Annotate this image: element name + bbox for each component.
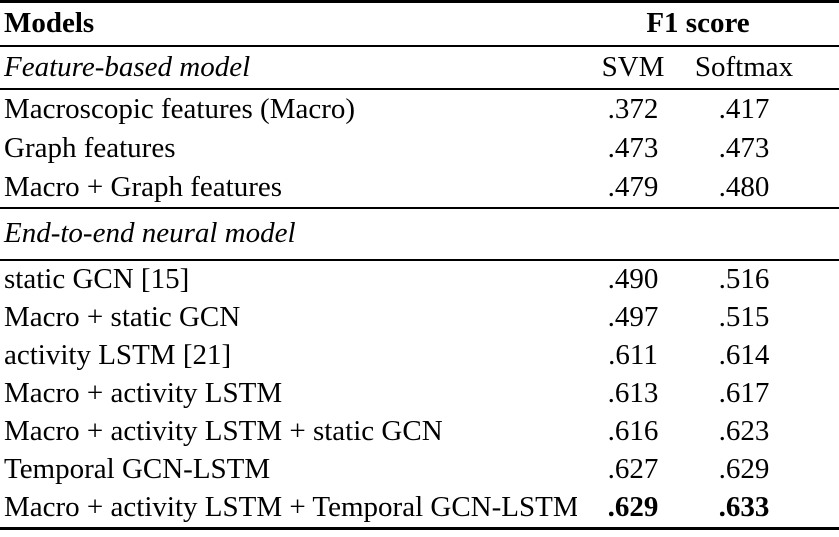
section-label-feature-based-model: Feature-based model [0,46,577,90]
table-row: static GCN [15] .490 .516 [0,260,839,299]
softmax-score: .515 [718,301,770,334]
softmax-score: .417 [718,92,770,125]
model-name: Temporal GCN-LSTM [4,453,271,486]
softmax-score: .633 [718,491,770,524]
svm-score: .473 [607,131,659,164]
model-name: activity LSTM [21] [4,339,232,372]
model-name: Macro + static GCN [4,301,241,334]
softmax-score: .614 [718,339,770,372]
softmax-score: .473 [718,131,770,164]
svm-score: .372 [607,92,659,125]
svm-score: .490 [607,263,659,296]
table-row-best-result: Macro + activity LSTM + Temporal GCN-LST… [0,489,839,529]
svm-score: .627 [607,453,659,486]
svm-score: .613 [607,377,659,410]
table-row: Macroscopic features (Macro) .372 .417 [0,89,839,129]
table-row: activity LSTM [21] .611 .614 [0,337,839,375]
svm-score: .479 [577,168,689,209]
svm-score: .611 [608,339,658,372]
column-header-f1-score: F1 score [577,1,839,47]
svm-score: .629 [607,491,659,524]
table-row: Macro + activity LSTM .613 .617 [0,375,839,413]
model-name: Macro + activity LSTM [4,377,283,410]
table-row: Temporal GCN-LSTM .627 .629 [0,451,839,489]
model-name: Macro + activity LSTM + static GCN [4,415,443,448]
table-row: Macro + Graph features .479 .480 [0,168,839,209]
column-header-softmax: Softmax [689,46,839,90]
model-name: Macroscopic features (Macro) [4,92,356,125]
model-name: Macro + Graph features [0,168,577,209]
svm-score: .616 [607,415,659,448]
table-row: Macro + static GCN .497 .515 [0,299,839,337]
section-label-end-to-end-neural-model: End-to-end neural model [4,217,296,250]
section-header-row: End-to-end neural model [0,208,839,261]
softmax-score: .480 [689,168,839,209]
softmax-score: .623 [718,415,770,448]
model-name: Macro + activity LSTM + Temporal GCN-LST… [4,491,577,524]
model-name: static GCN [15] [4,263,190,296]
softmax-score: .516 [718,263,770,296]
svm-score: .497 [607,301,659,334]
column-header-models: Models [0,1,577,47]
table-row: Macro + activity LSTM + static GCN .616 … [0,413,839,451]
column-header-svm: SVM [577,46,689,90]
table-header-row: Models F1 score [0,1,839,47]
softmax-score: .629 [718,453,770,486]
table-subheader-row: Feature-based model SVM Softmax [0,46,839,90]
model-name: Graph features [4,131,176,164]
table-row: Graph features .473 .473 [0,129,839,168]
softmax-score: .617 [718,377,770,410]
